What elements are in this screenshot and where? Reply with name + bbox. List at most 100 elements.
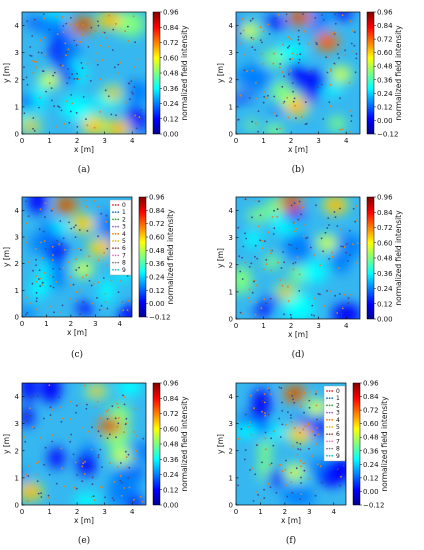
measurement-point [249,421,251,423]
measurement-point [97,454,100,456]
colorbar-tick-label: 0.60 [163,54,179,62]
measurement-point [289,313,292,316]
measurement-point [319,465,322,468]
hotspot [288,388,301,399]
legend-marker [331,454,334,457]
measurement-point [40,436,42,439]
measurement-point [286,400,289,402]
measurement-point [69,16,72,19]
measurement-point [91,476,94,479]
measurement-point [82,276,84,279]
measurement-point [80,249,82,251]
measurement-point [279,464,282,466]
measurement-point [58,268,61,270]
measurement-point [283,313,285,316]
heatmap-patch [277,42,305,61]
measurement-point [352,243,354,246]
measurement-point [82,24,84,26]
measurement-point [272,233,275,235]
colorbar [352,382,361,506]
measurement-point [296,53,298,56]
measurement-point [37,461,40,463]
measurement-point [115,114,117,117]
measurement-point [308,406,311,409]
colorbar-tick-label: 0.36 [363,447,379,455]
measurement-point [41,281,44,284]
legend-marker [326,454,328,457]
measurement-point [106,36,109,39]
measurement-point [309,70,312,73]
measurement-point [30,55,33,57]
measurement-point [91,426,93,429]
measurement-point [61,417,64,420]
legend-entry: 6 [122,245,126,252]
measurement-point [328,224,330,226]
measurement-point [303,411,305,414]
measurement-point [134,114,137,117]
measurement-point [117,63,120,66]
measurement-point [294,104,296,107]
measurement-point [85,205,88,208]
measurement-point [69,110,72,113]
measurement-point [254,244,257,247]
measurement-point [329,83,332,86]
heatmap-patch [266,123,283,134]
measurement-point [61,55,64,58]
measurement-point [306,236,309,239]
measurement-point [142,437,145,440]
measurement-point [97,24,100,27]
hotspot [334,69,347,80]
measurement-point [27,475,30,477]
colorbar-tick-label: 0.84 [149,207,165,215]
measurement-point [32,127,34,130]
measurement-point [58,106,61,109]
measurement-point [49,406,52,409]
measurement-point [76,23,78,26]
legend-marker [331,433,334,436]
measurement-point [61,467,63,470]
measurement-point [113,66,116,69]
measurement-point [316,43,318,46]
x-tick-label: 2 [75,137,79,145]
measurement-point [305,237,307,240]
measurement-point [97,456,100,459]
legend-marker [117,225,120,228]
colorbar-tick-label: 0.24 [163,471,179,479]
heatmap-patch [263,294,280,308]
y-tick-label: 1 [229,474,233,482]
measurement-point [328,101,331,104]
measurement-point [33,60,36,63]
panel-caption: (a) [78,164,90,175]
measurement-point [313,314,315,317]
y-tick-label: 0 [15,131,19,139]
measurement-point [77,78,80,81]
measurement-point [32,71,35,74]
legend-entry: 2 [336,402,340,409]
measurement-point [317,293,320,295]
measurement-point [267,231,270,234]
measurement-point [63,122,66,125]
legend-marker [112,240,114,242]
measurement-point [333,211,336,213]
measurement-point [271,216,274,218]
measurement-point [331,251,333,254]
measurement-point [283,261,286,264]
y-tick-label: 3 [15,420,19,428]
measurement-point [283,100,286,103]
measurement-point [290,471,293,474]
heatmap-patch [36,16,67,37]
measurement-point [340,475,342,478]
measurement-point [316,443,318,446]
measurement-point [314,434,316,436]
legend-marker [112,254,114,257]
measurement-point [52,408,54,411]
measurement-point [286,484,288,487]
colorbar-tick-label: 0.72 [377,36,393,44]
measurement-point [131,93,134,95]
measurement-point [355,53,358,55]
colorbar [152,11,161,135]
x-tick-label: 2 [289,322,293,330]
measurement-point [97,281,100,284]
measurement-point [307,422,310,425]
measurement-point [280,387,283,390]
